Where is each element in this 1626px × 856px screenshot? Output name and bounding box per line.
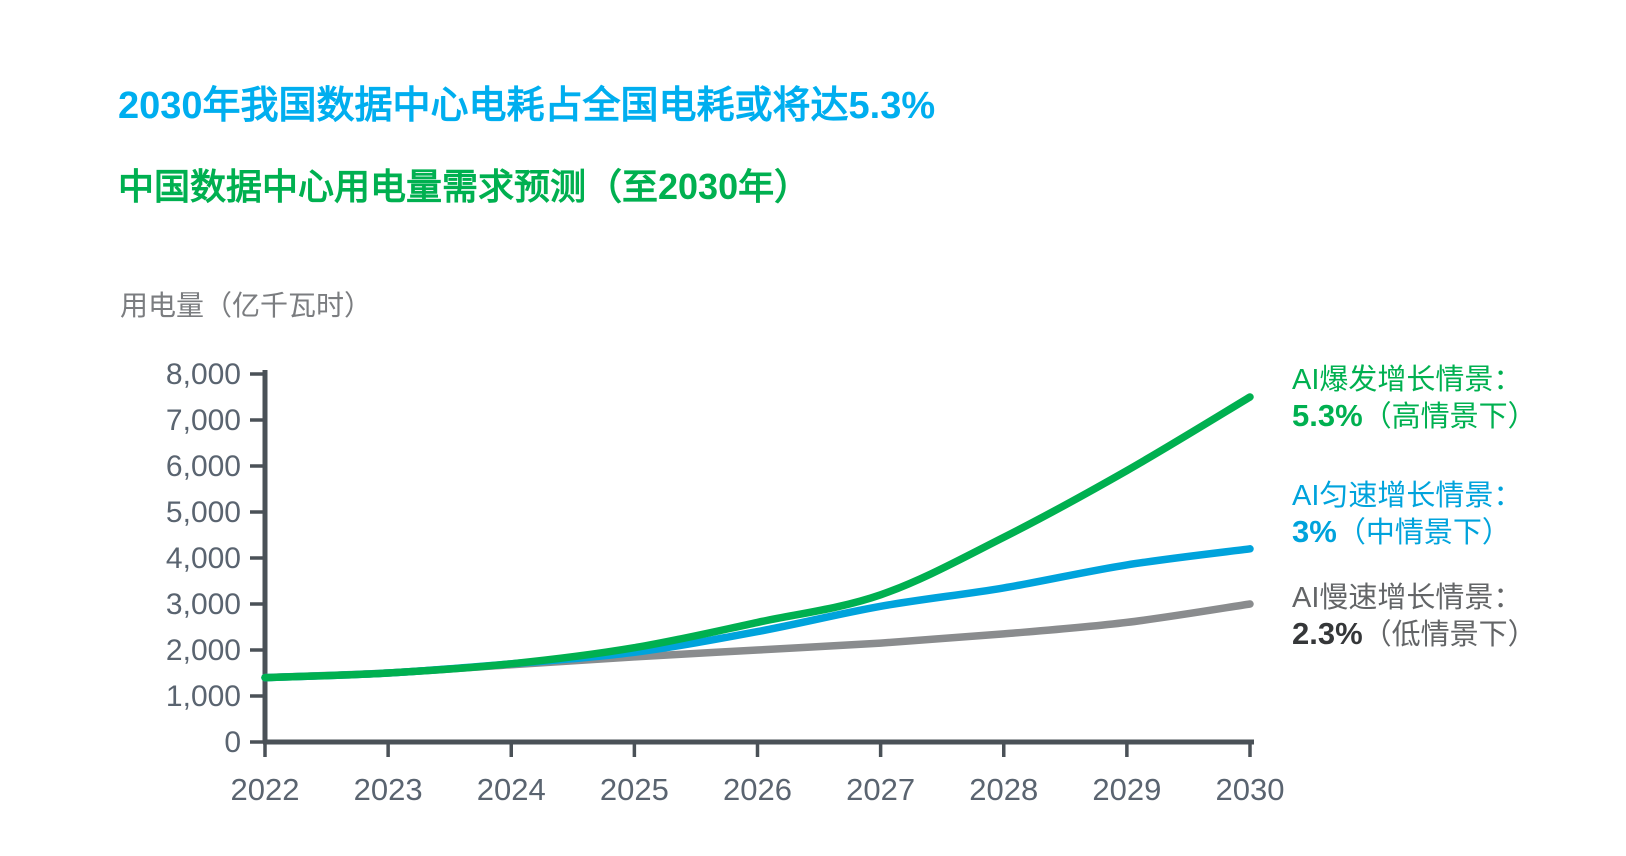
legend-item-low-scenario: AI慢速增长情景： 2.3%（低情景下） bbox=[1292, 580, 1537, 653]
legend-percent: 5.3% bbox=[1292, 398, 1363, 433]
series-line-0 bbox=[261, 393, 1254, 682]
legend-series-name: AI慢速增长情景： bbox=[1292, 582, 1523, 614]
svg-text:2030: 2030 bbox=[1216, 772, 1285, 807]
svg-text:0: 0 bbox=[224, 726, 241, 759]
legend-series-value: 2.3%（低情景下） bbox=[1292, 616, 1537, 653]
legend-percent: 3% bbox=[1292, 514, 1337, 549]
svg-text:2025: 2025 bbox=[600, 772, 669, 807]
legend-item-mid-scenario: AI匀速增长情景： 3%（中情景下） bbox=[1292, 478, 1522, 551]
svg-text:4,000: 4,000 bbox=[166, 542, 241, 575]
svg-text:1,000: 1,000 bbox=[166, 680, 241, 713]
legend-item-high-scenario: AI爆发增长情景： 5.3%（高情景下） bbox=[1292, 362, 1537, 435]
legend-series-value: 3%（中情景下） bbox=[1292, 514, 1522, 551]
svg-text:2023: 2023 bbox=[354, 772, 423, 807]
legend-scenario-suffix: （中情景下） bbox=[1336, 517, 1511, 549]
y-axis-ticks: 0 1,000 2,000 3,000 4,000 5,000 6,000 7,000 8,00… bbox=[166, 358, 265, 759]
svg-text:2,000: 2,000 bbox=[166, 634, 241, 667]
legend-series-name: AI匀速增长情景： bbox=[1292, 480, 1523, 512]
legend-series-name: AI爆发增长情景： bbox=[1292, 364, 1523, 396]
svg-text:7,000: 7,000 bbox=[166, 404, 241, 437]
svg-text:3,000: 3,000 bbox=[166, 588, 241, 621]
svg-text:8,000: 8,000 bbox=[166, 358, 241, 391]
svg-text:2026: 2026 bbox=[723, 772, 792, 807]
legend-scenario-suffix: （高情景下） bbox=[1362, 401, 1537, 433]
svg-text:5,000: 5,000 bbox=[166, 496, 241, 529]
axes bbox=[262, 370, 1254, 745]
y-axis-unit-label: 用电量（亿千瓦时） bbox=[120, 290, 373, 321]
x-axis-ticks: 2022 2023 2024 2025 2026 2027 2028 2029 2030 bbox=[231, 742, 1285, 807]
legend-percent: 2.3% bbox=[1292, 616, 1363, 651]
legend-series-value: 5.3%（高情景下） bbox=[1292, 398, 1537, 435]
svg-text:2024: 2024 bbox=[477, 772, 546, 807]
svg-text:2027: 2027 bbox=[846, 772, 915, 807]
chart-title: 中国数据中心用电量需求预测（至2030年） bbox=[118, 166, 811, 207]
svg-text:2022: 2022 bbox=[231, 772, 300, 807]
svg-text:2028: 2028 bbox=[969, 772, 1038, 807]
svg-text:6,000: 6,000 bbox=[166, 450, 241, 483]
series-line-1 bbox=[261, 545, 1254, 682]
svg-text:2029: 2029 bbox=[1092, 772, 1161, 807]
series-line-2 bbox=[261, 600, 1254, 682]
legend-scenario-suffix: （低情景下） bbox=[1362, 619, 1537, 651]
page-title: 2030年我国数据中心电耗占全国电耗或将达5.3% bbox=[118, 85, 936, 127]
